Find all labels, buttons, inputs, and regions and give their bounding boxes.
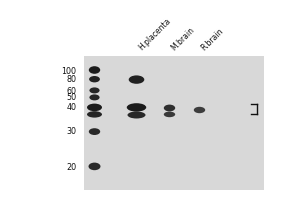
Text: 80: 80 xyxy=(67,75,76,84)
Text: M.brain: M.brain xyxy=(169,25,196,52)
Ellipse shape xyxy=(89,76,100,82)
Ellipse shape xyxy=(88,163,101,170)
Ellipse shape xyxy=(89,128,100,135)
Text: H.placenta: H.placenta xyxy=(136,16,172,52)
Ellipse shape xyxy=(164,112,175,117)
Ellipse shape xyxy=(87,111,102,118)
Text: 30: 30 xyxy=(67,128,76,136)
FancyBboxPatch shape xyxy=(84,56,264,190)
Ellipse shape xyxy=(89,87,100,93)
Text: 60: 60 xyxy=(67,87,76,96)
Ellipse shape xyxy=(89,66,100,74)
Ellipse shape xyxy=(164,105,175,111)
Ellipse shape xyxy=(87,104,102,111)
Text: 50: 50 xyxy=(66,94,76,102)
Ellipse shape xyxy=(127,103,146,112)
Text: R.brain: R.brain xyxy=(200,26,225,52)
Ellipse shape xyxy=(89,94,100,100)
Text: 100: 100 xyxy=(61,66,76,75)
Ellipse shape xyxy=(194,107,205,113)
Ellipse shape xyxy=(129,75,144,84)
Ellipse shape xyxy=(128,112,146,118)
Text: 20: 20 xyxy=(66,162,76,171)
Text: 40: 40 xyxy=(67,104,76,112)
